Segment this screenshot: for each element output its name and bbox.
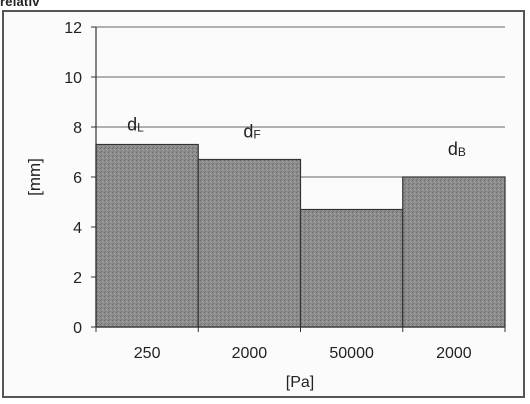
bar-label-subscript: F <box>253 128 260 142</box>
x-tick-label: 2000 <box>232 345 268 362</box>
y-tick-label: 10 <box>64 70 82 87</box>
x-tick-label: 50000 <box>329 345 374 362</box>
y-tick-label: 6 <box>73 170 82 187</box>
y-tick-label: 8 <box>73 120 82 137</box>
bar <box>197 158 302 328</box>
bars <box>95 143 506 328</box>
bar-label: dB <box>448 139 466 159</box>
axes <box>91 26 506 332</box>
bar-label-main: d <box>448 139 458 159</box>
figure-caption: relativ <box>0 0 40 9</box>
y-tick-label: 4 <box>73 220 82 237</box>
x-axis-label: [Pa] <box>286 374 314 391</box>
y-tick-label: 12 <box>64 20 82 37</box>
bar-label: dF <box>243 122 260 142</box>
y-tick-label: 0 <box>73 320 82 337</box>
x-tick-labels: 250 2000 50000 2000 <box>134 345 472 362</box>
bar-label-subscript: B <box>458 145 466 159</box>
bar <box>402 176 506 328</box>
bar <box>95 143 199 328</box>
bar-label: dL <box>127 115 144 135</box>
bar <box>299 208 404 328</box>
x-tick-label: 250 <box>134 345 161 362</box>
y-tick-labels: 0 2 4 6 8 10 12 <box>64 20 82 337</box>
bar-label-subscript: L <box>137 121 144 135</box>
y-axis-label: [mm] <box>25 158 44 196</box>
bar-label-main: d <box>127 115 137 135</box>
bar-label-main: d <box>243 122 253 142</box>
y-tick-label: 2 <box>73 270 82 287</box>
x-tick-label: 2000 <box>436 345 472 362</box>
